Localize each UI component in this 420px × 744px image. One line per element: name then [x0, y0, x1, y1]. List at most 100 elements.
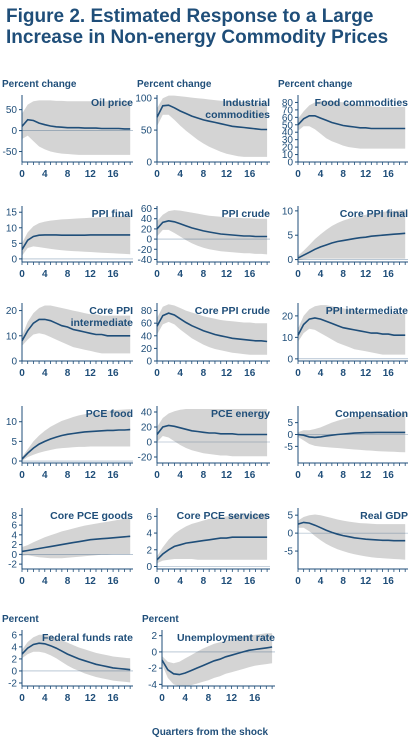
x-tick-label: 8	[201, 470, 207, 481]
y-tick-label: 20	[282, 143, 294, 154]
y-tick-label: 15	[6, 208, 18, 219]
x-tick-label: 4	[318, 470, 324, 481]
x-tick-label: 12	[360, 470, 372, 481]
x-tick-label: 4	[42, 368, 48, 379]
x-tick-label: 16	[383, 470, 395, 481]
x-tick-label: 4	[182, 693, 188, 704]
x-tick-label: 4	[177, 576, 183, 587]
x-tick-label: 8	[65, 693, 71, 704]
y-tick-label: 0	[11, 126, 17, 137]
response-line	[297, 232, 406, 259]
unit-label: Percent	[142, 614, 179, 625]
x-tick-label: 0	[295, 269, 301, 280]
response-line	[297, 317, 406, 336]
y-tick-label: -50	[3, 147, 18, 158]
unit-label: Percent change	[137, 79, 212, 90]
x-tick-label: 0	[295, 470, 301, 481]
y-tick-label: 50	[6, 105, 18, 116]
response-line	[156, 536, 268, 561]
y-tick-label: 10	[6, 417, 18, 428]
x-tick-label: 0	[154, 368, 160, 379]
y-tick-label: 4	[11, 530, 17, 541]
x-tick-label: 8	[340, 368, 346, 379]
panel-title: PCE food	[86, 408, 133, 420]
y-tick-label: 100	[135, 94, 152, 105]
x-tick-label: 4	[318, 368, 324, 379]
y-tick-label: 60	[141, 319, 153, 330]
y-tick-label: 6	[11, 521, 17, 532]
unit-label: Percent change	[2, 79, 77, 90]
x-tick-label: 4	[42, 169, 48, 180]
x-tick-label: 0	[19, 169, 25, 180]
y-tick-label: 0	[146, 158, 152, 169]
panel-title: Real GDP	[360, 510, 408, 522]
x-tick-label: 16	[108, 693, 120, 704]
x-tick-label: 16	[108, 368, 120, 379]
x-tick-label: 8	[65, 576, 71, 587]
panel-title: Federal funds rate	[42, 632, 133, 644]
x-tick-label: 8	[65, 368, 71, 379]
confidence-band	[298, 101, 406, 149]
y-tick-label: 40	[141, 214, 153, 225]
x-tick-label: 16	[244, 269, 256, 280]
y-tick-label: 2	[151, 631, 157, 642]
y-tick-label: 40	[141, 408, 153, 419]
y-tick-label: 5	[287, 511, 293, 522]
panel-title: Unemployment rate	[177, 632, 275, 644]
x-tick-label: 12	[360, 576, 372, 587]
x-tick-label: 8	[206, 693, 212, 704]
x-tick-label: 12	[221, 576, 233, 587]
response-line	[21, 118, 131, 130]
x-tick-label: 8	[201, 368, 207, 379]
response-line	[156, 424, 268, 436]
y-tick-label: 0	[287, 430, 293, 441]
x-tick-label: 8	[340, 470, 346, 481]
x-tick-label: 12	[85, 576, 97, 587]
confidence-band	[22, 517, 131, 559]
y-tick-label: 60	[282, 113, 294, 124]
x-tick-label: 16	[244, 169, 256, 180]
x-tick-label: 12	[85, 693, 97, 704]
x-tick-label: 0	[154, 576, 160, 587]
panel-title: PPI intermediate	[326, 305, 408, 317]
x-tick-label: 4	[318, 169, 324, 180]
panel-title: Core PPI intermediate	[71, 305, 134, 329]
y-tick-label: -4	[148, 680, 157, 691]
y-tick-label: 0	[146, 438, 152, 449]
panel-title: PCE energy	[211, 408, 270, 420]
panel-title: Core PPI final	[340, 208, 408, 220]
panel-title: PPI final	[92, 208, 134, 220]
x-tick-label: 12	[360, 269, 372, 280]
x-tick-label: 4	[42, 470, 48, 481]
y-tick-label: -20	[138, 453, 153, 464]
figure-title-line-2: Increase in Non-energy Commodity Prices	[6, 27, 389, 48]
y-tick-label: 0	[146, 562, 152, 573]
y-tick-label: 70	[282, 105, 294, 116]
x-tick-label: 0	[19, 269, 25, 280]
x-tick-label: 0	[19, 576, 25, 587]
y-tick-label: 20	[282, 311, 294, 322]
confidence-band	[298, 209, 406, 261]
y-tick-label: 40	[141, 331, 153, 342]
x-tick-label: 16	[108, 169, 120, 180]
y-tick-label: -20	[138, 245, 153, 256]
y-tick-label: 20	[6, 306, 18, 317]
x-tick-label: 8	[201, 269, 207, 280]
x-tick-label: 12	[221, 470, 233, 481]
x-tick-label: 16	[244, 576, 256, 587]
response-line	[156, 312, 268, 343]
y-tick-label: 6	[146, 512, 152, 523]
y-tick-label: -2	[8, 678, 17, 689]
x-tick-label: 4	[318, 576, 324, 587]
panel-title: Core PPI crude	[195, 305, 270, 317]
y-tick-label: 20	[141, 344, 153, 355]
x-tick-label: 16	[244, 368, 256, 379]
y-tick-label: -5	[284, 442, 293, 453]
y-tick-label: 0	[11, 254, 17, 265]
x-tick-label: 4	[42, 269, 48, 280]
y-tick-label: 0	[287, 354, 293, 365]
unit-label: Percent	[2, 614, 39, 625]
